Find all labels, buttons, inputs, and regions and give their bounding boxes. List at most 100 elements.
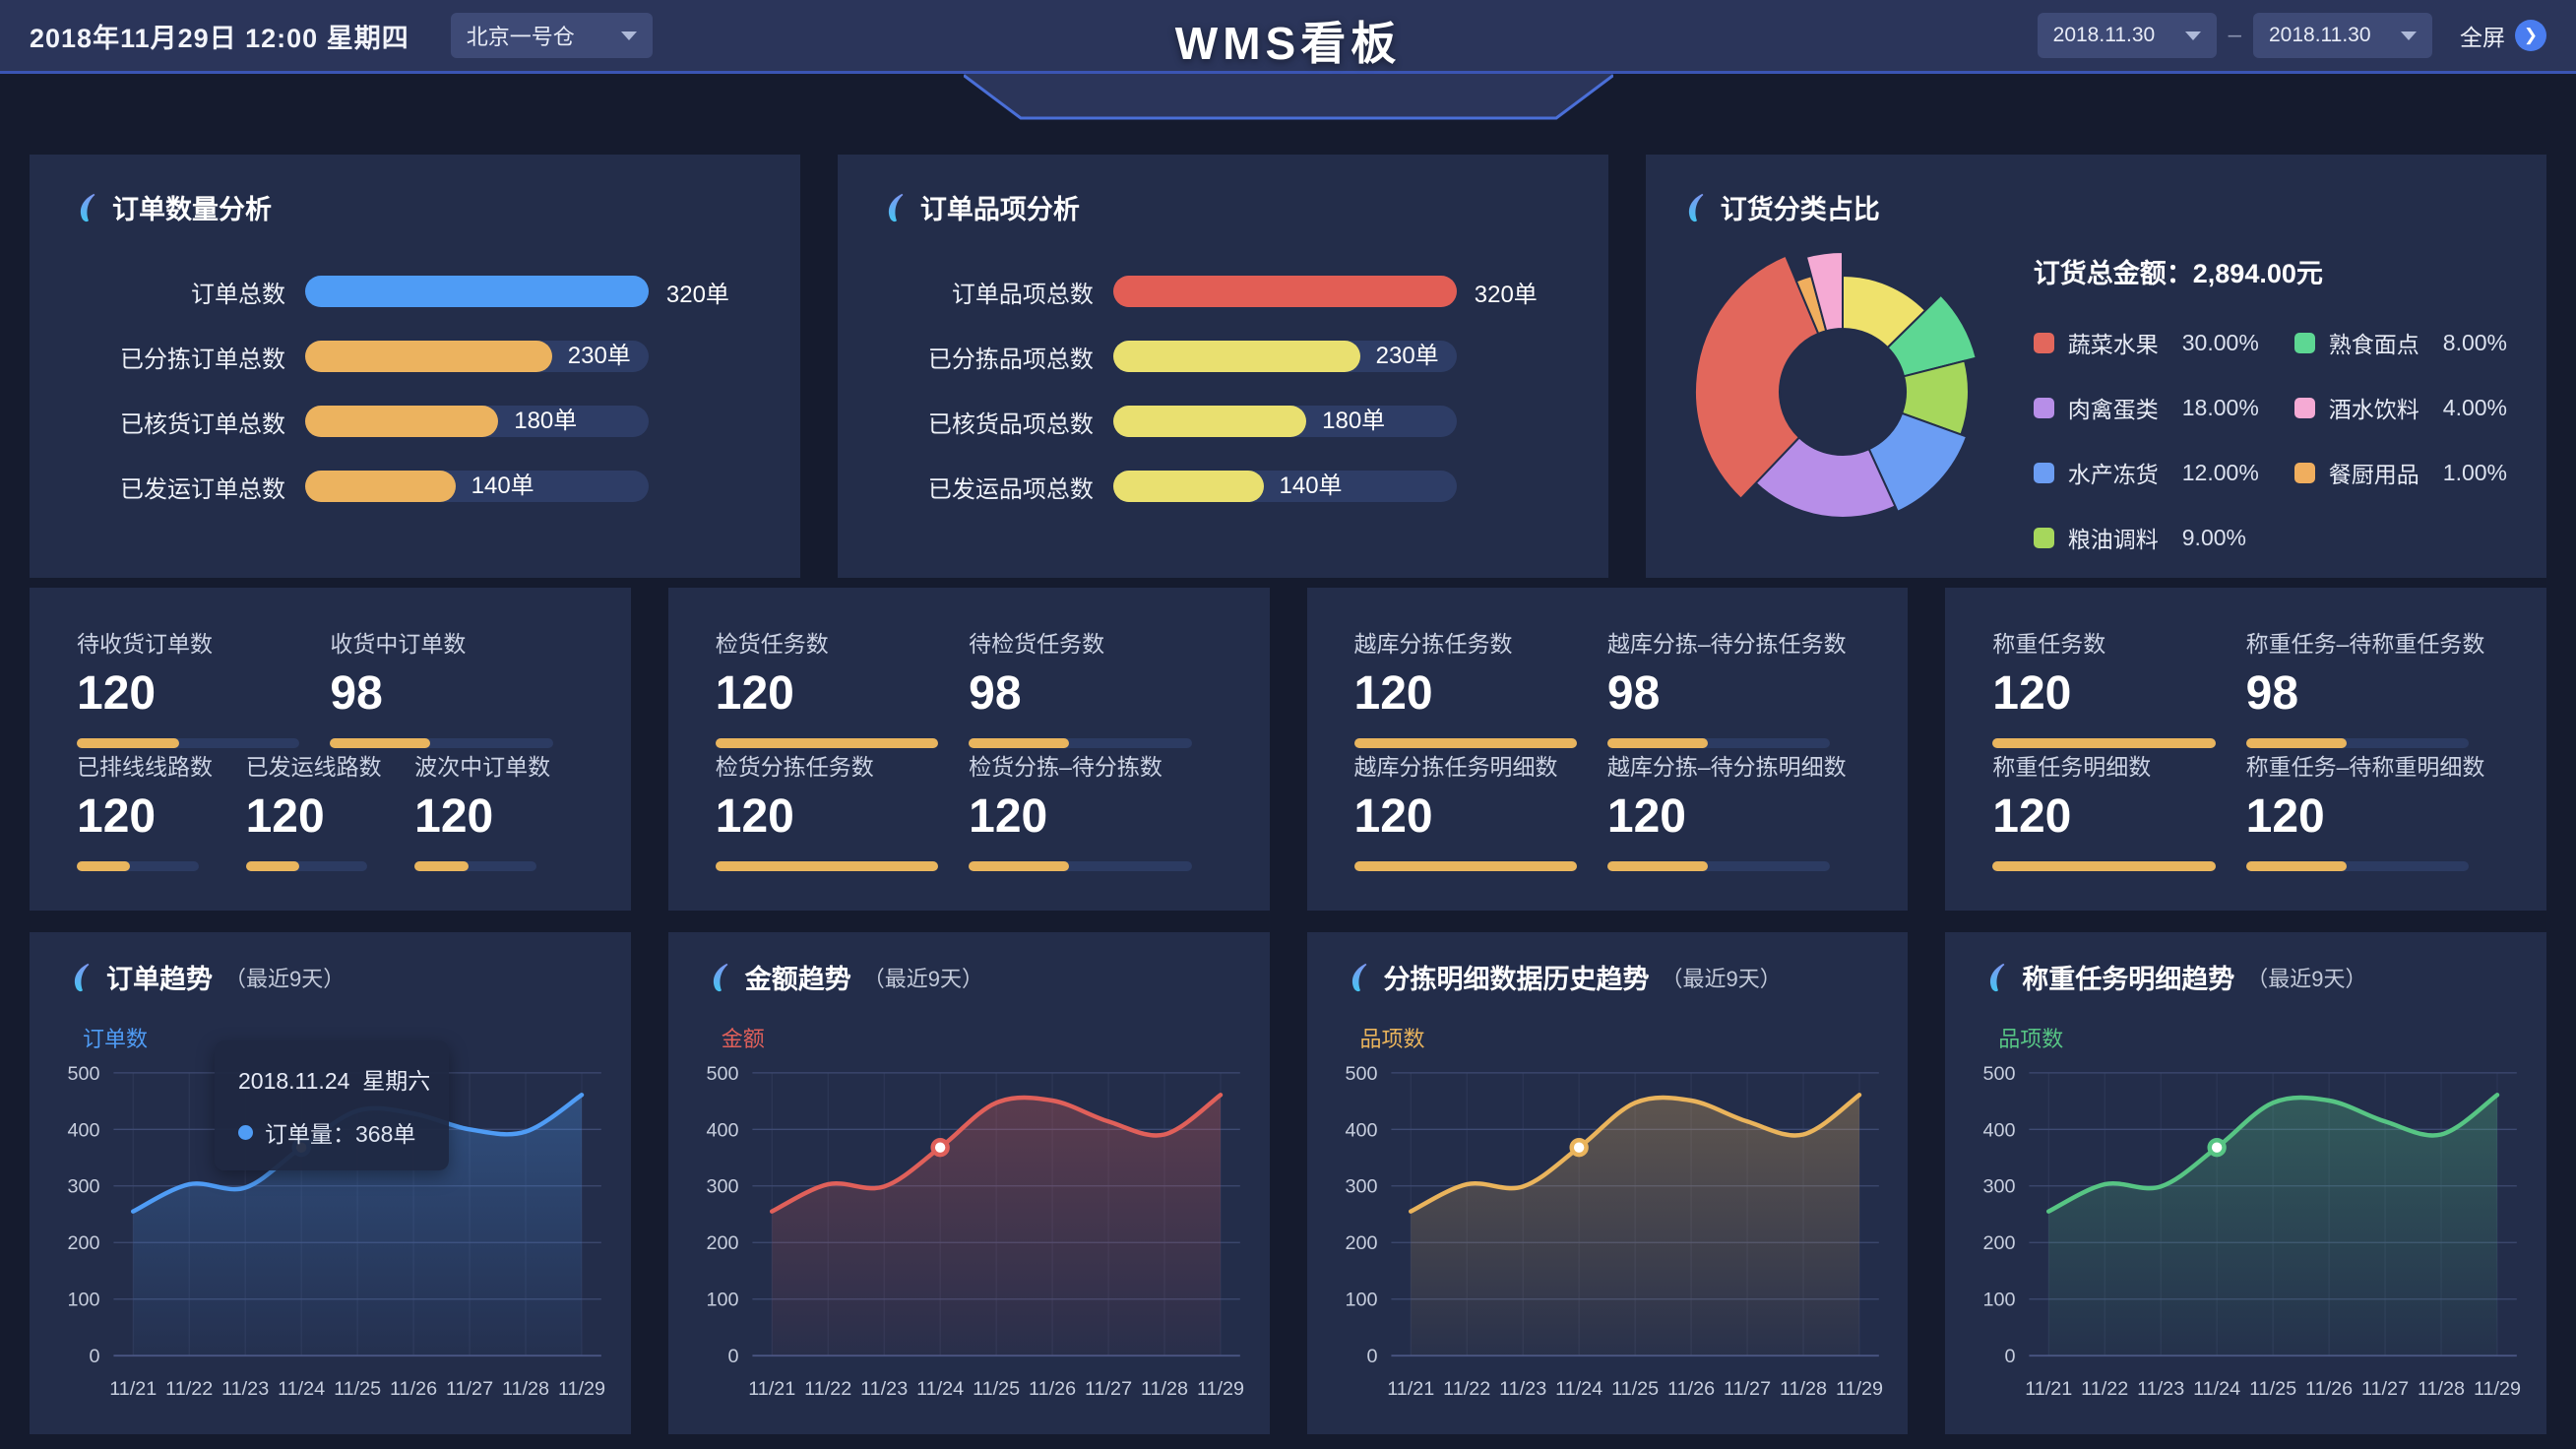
trend-chart-plot[interactable]: 0 100 200 300 400 500 11/21 11/22 11/23 11/24 11/2… [690, 1057, 1248, 1420]
y-tick-label: 200 [68, 1232, 100, 1254]
x-tick-label: 11/22 [804, 1378, 851, 1400]
trend-chart-plot[interactable]: 0 100 200 300 400 500 11/21 11/22 11/23 11/24 11/2… [1329, 1057, 1887, 1420]
x-tick-label: 11/24 [2193, 1378, 2240, 1400]
bar-track: 230单 [1112, 341, 1457, 372]
bar-fill [1112, 471, 1264, 502]
legend-item[interactable]: 餐厨用品 1.00% [2293, 456, 2507, 489]
fullscreen-button[interactable]: ❯ [2515, 20, 2546, 51]
bar-fill [1112, 341, 1360, 372]
trend-area [771, 1095, 1221, 1356]
y-tick-label: 0 [90, 1346, 100, 1367]
y-tick-label: 300 [1983, 1176, 2016, 1198]
stat-value: 98 [1606, 667, 1661, 720]
category-pie-chart[interactable] [1685, 234, 2000, 549]
series-dot-icon [238, 1124, 253, 1140]
pie-slice[interactable] [1885, 293, 1978, 378]
legend-item[interactable]: 熟食面点 8.00% [2293, 326, 2507, 359]
picking-stats-card: 检货任务数 120 待检货任务数 98 检货分拣任务数 120 检货分拣–待分拣数 120 [667, 588, 1270, 911]
stat-label: 越库分拣任务数 [1353, 631, 1513, 657]
pie-slice[interactable] [1867, 411, 1969, 514]
pie-slice[interactable] [1693, 254, 1820, 501]
card-title: 订单趋势 （最近9天） [51, 958, 609, 996]
bar-track: 140单 [1112, 471, 1457, 502]
stat-progress-fill [414, 861, 469, 871]
stat: 称重任务明细数 120 [1992, 748, 2245, 871]
leaf-icon [710, 962, 735, 993]
bar-value: 180单 [514, 408, 578, 434]
stat-progress-track [330, 738, 553, 748]
weighing-detail-trend-card: 称重任务明细趋势 （最近9天） 品项数 0 100 200 300 400 500 11/2… [1945, 932, 2546, 1434]
bar-label: 已核货订单总数 [120, 410, 285, 438]
page-title: WMS看板 [1174, 18, 1402, 69]
stat-label: 检货分拣任务数 [715, 754, 874, 780]
stat-progress-fill [1606, 738, 1708, 748]
highlighted-data-point[interactable] [930, 1138, 950, 1158]
trend-line [2046, 1093, 2500, 1214]
trend-chart-plot[interactable]: 0 100 200 300 400 500 11/21 11/22 11/23 11/24 11/2… [1967, 1057, 2525, 1420]
x-tick-label: 11/28 [1779, 1378, 1826, 1400]
stat: 称重任务数 120 [1992, 625, 2245, 748]
x-tick-label: 11/26 [2305, 1378, 2353, 1400]
trend-line [1408, 1093, 1861, 1214]
stat-value: 120 [715, 790, 794, 843]
legend-swatch-icon [2033, 332, 2054, 353]
bar-fill [1112, 406, 1307, 437]
stat-label: 称重任务–待称重明细数 [2245, 754, 2485, 780]
bar-label: 已发运品项总数 [927, 475, 1094, 503]
y-tick-label: 300 [706, 1176, 738, 1198]
stat-row: 待收货订单数 120 收货中订单数 98 [77, 625, 584, 748]
bar-track [305, 276, 649, 307]
bar-fill [305, 341, 552, 372]
stat: 越库分拣–待分拣任务数 98 [1606, 625, 1860, 748]
card-title: 金额趋势 （最近9天） [690, 958, 1248, 996]
pie-area: 订货总金额：2,894.00元 蔬菜水果 30.00% 肉禽蛋类 18.00% 水产冻货… [1685, 228, 2507, 554]
stat-progress-track [1353, 738, 1577, 748]
bar-row: 已发运订单总数 140单 [77, 467, 753, 506]
highlighted-data-point[interactable] [1568, 1138, 1589, 1158]
x-tick-label: 11/21 [748, 1378, 795, 1400]
highlighted-data-point[interactable] [2207, 1138, 2228, 1158]
bar-fill [305, 471, 456, 502]
bar-row: 已分拣订单总数 230单 [77, 337, 753, 376]
stat-row: 越库分拣任务数 120 越库分拣–待分拣任务数 98 [1353, 625, 1861, 748]
x-tick-label: 11/28 [2418, 1378, 2465, 1400]
stat-progress-track [715, 738, 939, 748]
date-start-select[interactable]: 2018.11.30 [2037, 13, 2217, 58]
stat-value: 120 [1606, 790, 1686, 843]
bar-row: 订单品项总数 320单 [885, 272, 1561, 311]
stat-progress-fill [1992, 738, 2216, 748]
bar-label: 已发运订单总数 [120, 475, 285, 503]
order-total-label: 订货总金额： [2033, 259, 2193, 288]
bar-label: 已分拣订单总数 [120, 346, 285, 373]
x-tick-label: 11/23 [860, 1378, 908, 1400]
bar-fill [1112, 276, 1457, 307]
x-tick-label: 11/21 [109, 1378, 157, 1400]
pie-slice[interactable] [1754, 435, 1897, 519]
y-tick-label: 400 [68, 1119, 100, 1141]
legend-item[interactable]: 水产冻货 12.00% [2033, 456, 2259, 489]
stat-progress-fill [77, 738, 180, 748]
stat: 检货分拣–待分拣数 120 [969, 748, 1222, 871]
amount-trend-card: 金额趋势 （最近9天） 金额 0 100 200 300 400 500 11/21 11/2… [667, 932, 1270, 1434]
y-tick-label: 0 [2005, 1346, 2016, 1367]
sorting-detail-trend-card: 分拣明细数据历史趋势 （最近9天） 品项数 0 100 200 300 400 500 11… [1306, 932, 1909, 1434]
stat-label: 波次中订单数 [414, 754, 551, 780]
card-title-text: 订货分类占比 [1720, 195, 1880, 224]
legend-item[interactable]: 酒水饮料 4.00% [2293, 391, 2507, 424]
y-axis-name: 订单数 [83, 1027, 149, 1051]
legend-swatch-icon [2033, 527, 2054, 548]
pie-slice[interactable] [1804, 250, 1844, 333]
legend-name: 酒水饮料 [2328, 397, 2419, 422]
card-title-text: 订单品项分析 [919, 195, 1080, 224]
warehouse-select[interactable]: 北京一号仓 [450, 13, 653, 58]
leaf-icon [71, 962, 96, 993]
legend-item[interactable]: 粮油调料 9.00% [2033, 521, 2259, 554]
x-tick-label: 11/26 [1667, 1378, 1715, 1400]
bar-label: 订单总数 [191, 281, 285, 308]
date-end-value: 2018.11.30 [2269, 24, 2371, 46]
legend-item[interactable]: 蔬菜水果 30.00% [2033, 326, 2259, 359]
legend-item[interactable]: 肉禽蛋类 18.00% [2033, 391, 2259, 424]
trend-line [769, 1093, 1223, 1214]
date-end-select[interactable]: 2018.11.30 [2253, 13, 2432, 58]
bar-value: 320单 [1474, 281, 1538, 308]
